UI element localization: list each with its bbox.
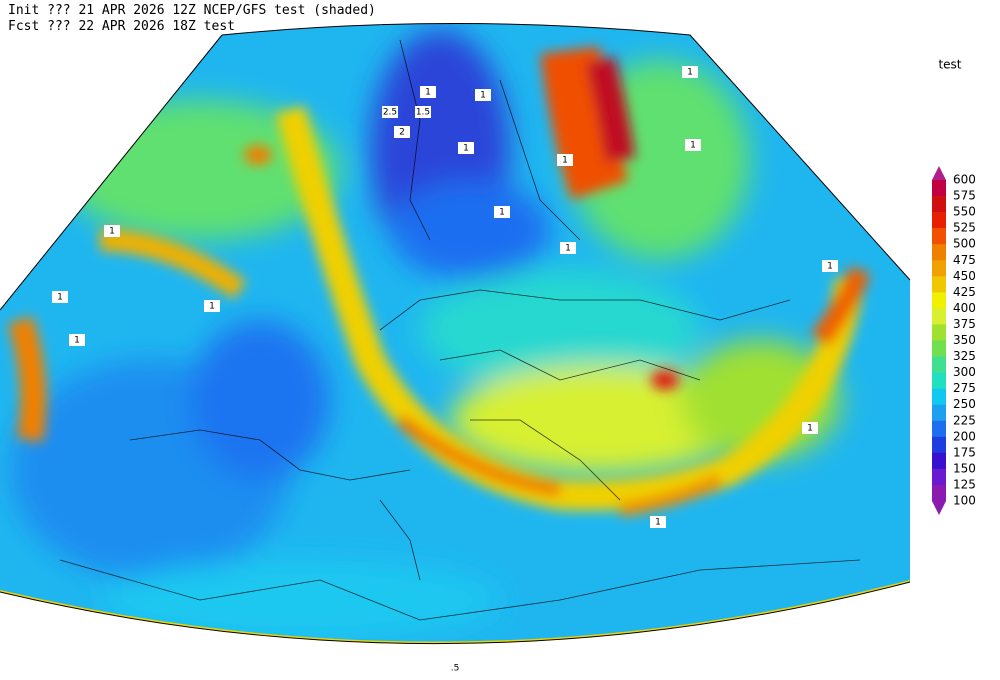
contour-label-box <box>104 225 120 237</box>
contour-label: 1 <box>109 227 115 237</box>
legend-label: 350 <box>953 333 976 347</box>
contour-label-box <box>802 422 818 434</box>
contour-label: 1 <box>562 156 568 166</box>
legend-label: 100 <box>953 494 976 508</box>
legend-swatch <box>932 340 946 357</box>
legend-swatch <box>932 484 946 502</box>
contour-label: 1 <box>687 68 693 78</box>
contour-label: 1 <box>480 91 486 101</box>
legend-label: 450 <box>953 269 976 283</box>
legend-label: 225 <box>953 413 976 427</box>
contour-label: 1 <box>655 518 661 528</box>
contour-label: 2 <box>399 128 405 138</box>
header-init: Init ??? 21 APR 2026 12Z NCEP/GFS test (… <box>8 3 376 18</box>
legend-swatch <box>932 388 946 405</box>
map-border <box>0 23 911 645</box>
contour-label: .5 <box>451 664 460 674</box>
contour-label-box <box>204 300 220 312</box>
contour-label-box <box>650 516 666 528</box>
contour-label: 1 <box>565 244 571 254</box>
contour-label-box <box>685 139 701 151</box>
legend-swatch <box>932 308 946 325</box>
legend-swatch <box>932 276 946 293</box>
legend-swatch <box>932 260 946 277</box>
legend-swatch <box>932 196 946 213</box>
contour-label-box <box>382 106 398 118</box>
contour-label: 1 <box>463 144 469 154</box>
map-field <box>0 23 910 644</box>
legend-swatch <box>932 372 946 389</box>
legend-swatch <box>932 324 946 341</box>
color-legend: test 600 575 550 525 500 475 450 425 400 375 350 32… <box>932 58 976 515</box>
contour-label-box <box>69 334 85 346</box>
legend-swatch <box>932 404 946 422</box>
contour-label: 1 <box>499 208 505 218</box>
legend-swatch <box>932 292 946 309</box>
legend-label: 600 <box>953 173 976 187</box>
legend-swatch <box>932 228 946 245</box>
contour-label-box <box>682 66 698 78</box>
legend-swatch <box>932 468 946 486</box>
legend-label: 125 <box>953 477 976 491</box>
contour-label: 1.5 <box>416 108 430 118</box>
contour-label: 1 <box>690 141 696 151</box>
legend-label: 275 <box>953 381 976 395</box>
contour-label-box <box>494 206 510 218</box>
legend-label: 375 <box>953 317 976 331</box>
contour-label-box <box>560 242 576 254</box>
contour-label-box <box>52 291 68 303</box>
legend-label: 250 <box>953 397 976 411</box>
legend-swatch <box>932 212 946 229</box>
contour-label-box <box>415 106 431 118</box>
legend-swatch <box>932 180 946 197</box>
contour-label: 1 <box>209 302 215 312</box>
legend-swatch <box>932 436 946 454</box>
legend-label: 475 <box>953 253 976 267</box>
contour-label: 2.5 <box>383 108 397 118</box>
contour-label-box <box>458 142 474 154</box>
contour-label: 1 <box>807 424 813 434</box>
legend-label: 325 <box>953 349 976 363</box>
legend-label: 150 <box>953 461 976 475</box>
legend-label: 575 <box>953 189 976 203</box>
header-fcst: Fcst ??? 22 APR 2026 18Z test <box>8 19 235 34</box>
contour-label-box <box>447 662 463 674</box>
legend-label: 175 <box>953 445 976 459</box>
contour-label: 1 <box>425 88 431 98</box>
contour-label-box <box>420 86 436 98</box>
legend-swatch <box>932 420 946 438</box>
legend-swatch <box>932 244 946 261</box>
legend-label: 300 <box>953 365 976 379</box>
legend-label: 400 <box>953 301 976 315</box>
legend-label: 425 <box>953 285 976 299</box>
contour-label: 1 <box>74 336 80 346</box>
legend-label: 500 <box>953 237 976 251</box>
contour-label: 1 <box>57 293 63 303</box>
contour-label: 1 <box>827 262 833 272</box>
legend-title: test <box>938 58 961 72</box>
legend-arrow-bottom <box>932 501 946 515</box>
contour-label-box <box>557 154 573 166</box>
legend-label: 525 <box>953 221 976 235</box>
legend-label: 550 <box>953 205 976 219</box>
contour-label-box <box>475 89 491 101</box>
legend-swatch <box>932 452 946 470</box>
legend-swatch <box>932 356 946 373</box>
contour-label-box <box>822 260 838 272</box>
legend-label: 200 <box>953 429 976 443</box>
contour-label-box <box>394 126 410 138</box>
legend-arrow-top <box>932 166 946 180</box>
